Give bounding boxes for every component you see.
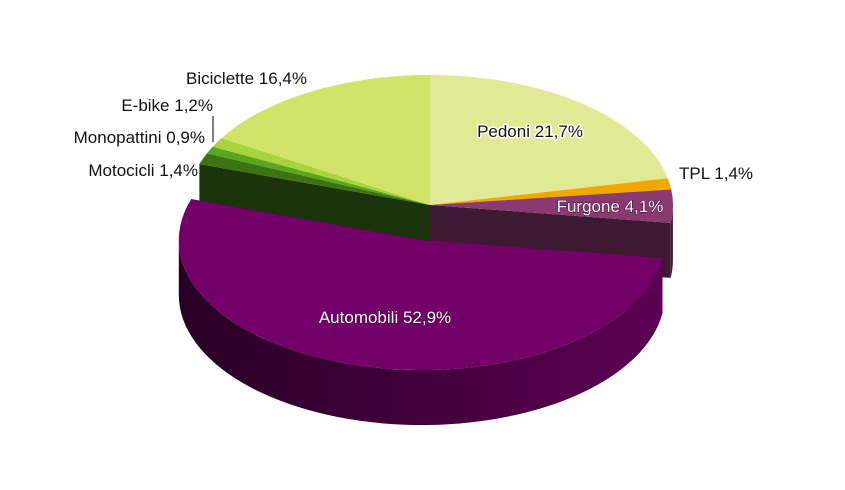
- slice-label: Motocicli 1,4%: [88, 161, 198, 180]
- slice-side: [670, 205, 673, 278]
- slice-label: Biciclette 16,4%: [186, 69, 307, 88]
- slice-name: Pedoni: [477, 122, 530, 141]
- slice-side: [178, 240, 663, 426]
- slice-label: TPL 1,4%: [679, 164, 753, 183]
- pie-slice: [206, 146, 430, 205]
- pie-slice: [221, 75, 430, 205]
- slice-name: Motocicli: [88, 161, 154, 180]
- slice-value: 1,2%: [174, 96, 213, 115]
- slice-name: Biciclette: [186, 69, 254, 88]
- pie-slice: [430, 75, 668, 205]
- slice-name: E-bike: [121, 96, 169, 115]
- slice-value: 52,9%: [403, 308, 451, 327]
- slice-name: Automobili: [319, 308, 398, 327]
- pie-slice: [199, 153, 430, 205]
- pie-slice: [212, 138, 430, 205]
- slice-name: Monopattini: [74, 128, 162, 147]
- slice-value: 4,1%: [625, 197, 664, 216]
- pie-slice: [178, 199, 663, 371]
- slice-name: TPL: [679, 164, 710, 183]
- slice-label: Furgone 4,1%: [557, 197, 664, 216]
- slice-label: Automobili 52,9%: [319, 308, 451, 327]
- slice-value: 21,7%: [535, 122, 583, 141]
- pie-slice: [430, 189, 673, 223]
- slice-label: E-bike 1,2%: [121, 96, 213, 115]
- slice-value: 0,9%: [166, 128, 205, 147]
- pie-slice: [430, 178, 672, 205]
- slice-label: Monopattini 0,9%: [74, 128, 205, 147]
- slice-value: 1,4%: [714, 164, 753, 183]
- slice-name: Furgone: [557, 197, 620, 216]
- slice-label: Pedoni 21,7%: [477, 122, 583, 141]
- slice-value: 1,4%: [159, 161, 198, 180]
- slice-value: 16,4%: [259, 69, 307, 88]
